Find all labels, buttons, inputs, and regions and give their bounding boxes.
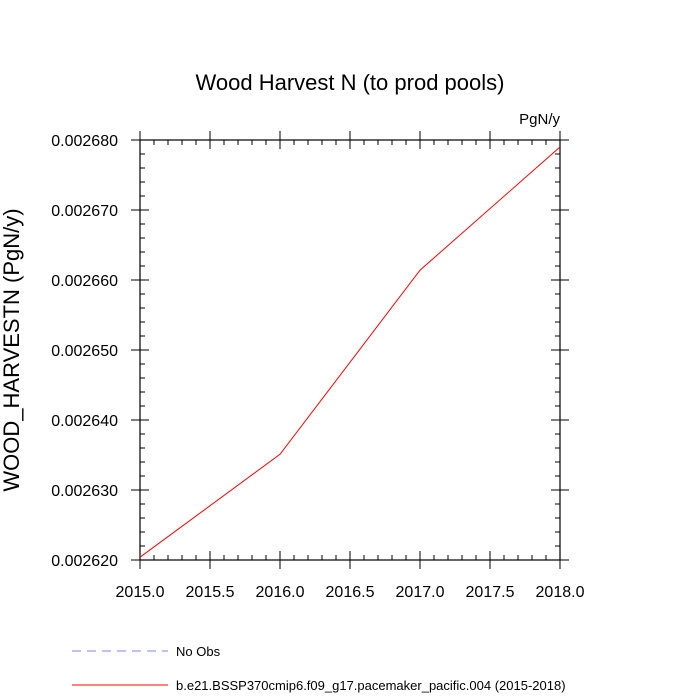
y-tick-label: 0.002660 — [51, 273, 118, 290]
x-tick-label: 2015.5 — [186, 584, 235, 601]
y-tick-label: 0.002620 — [51, 553, 118, 570]
y-axis-title: WOOD_HARVESTN (PgN/y) — [0, 208, 24, 491]
y-tick-label: 0.002650 — [51, 343, 118, 360]
legend: No Obs b.e21.BSSP370cmip6.f09_g17.pacemak… — [72, 644, 566, 693]
y-tick-label: 0.002680 — [51, 133, 118, 150]
x-tick-label: 2017.5 — [466, 584, 515, 601]
y-tick-label: 0.002630 — [51, 483, 118, 500]
x-tick-label: 2017.0 — [396, 584, 445, 601]
series-line-0 — [139, 146, 561, 558]
x-tick-label: 2015.0 — [116, 584, 165, 601]
x-tick-label: 2016.0 — [256, 584, 305, 601]
legend-label-0: b.e21.BSSP370cmip6.f09_g17.pacemaker_pac… — [176, 678, 566, 693]
legend-label-1: No Obs — [176, 644, 221, 659]
plot-area: 2015.0 2015.5 2016.0 2016.5 2017.0 2017.5 2018… — [51, 131, 585, 601]
chart-title: Wood Harvest N (to prod pools) — [196, 70, 505, 95]
x-tick-label: 2018.0 — [536, 584, 585, 601]
y-tick-label: 0.002640 — [51, 413, 118, 430]
y-tick-label: 0.002670 — [51, 203, 118, 220]
units-label: PgN/y — [519, 111, 560, 128]
x-tick-label: 2016.5 — [326, 584, 375, 601]
